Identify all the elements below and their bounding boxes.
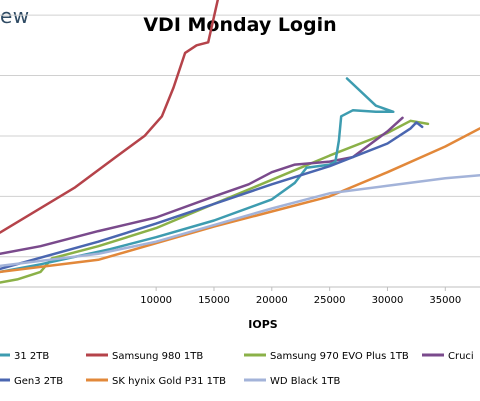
legend-label-2: Samsung 970 EVO Plus 1TB [270, 351, 409, 362]
series-line-2 [0, 116, 404, 256]
chart-title: VDI Monday Login [143, 14, 337, 36]
legend-label-6: WD Black 1TB [270, 376, 340, 387]
x-tick-label-5: 35000 [429, 295, 461, 306]
x-tick-label-1: 15000 [198, 295, 230, 306]
x-tick-label-3: 25000 [314, 295, 346, 306]
legend: 31 2TB Samsung 980 1TB Samsung 970 EVO Plu… [0, 351, 474, 387]
x-axis-label: IOPS [248, 318, 278, 331]
x-axis: 10000 15000 20000 25000 30000 35000 [0, 286, 480, 306]
series-lines [0, 0, 480, 284]
x-tick-label-2: 20000 [256, 295, 288, 306]
legend-label-3: Cruci [448, 351, 474, 362]
legend-label-1: Samsung 980 1TB [112, 351, 203, 362]
brand-logo-text: ew [0, 4, 30, 28]
series-line-6 [0, 173, 480, 268]
legend-label-0: 31 2TB [14, 351, 49, 362]
x-tick-label-4: 30000 [372, 295, 404, 306]
legend-label-5: SK hynix Gold P31 1TB [112, 376, 226, 387]
x-tick-label-0: 10000 [140, 295, 172, 306]
series-line-0 [0, 0, 220, 234]
series-line-1 [0, 119, 430, 284]
series-line-3 [0, 77, 395, 274]
series-line-4 [0, 121, 424, 271]
legend-label-4: Gen3 2TB [14, 376, 63, 387]
series-line-5 [0, 127, 480, 274]
